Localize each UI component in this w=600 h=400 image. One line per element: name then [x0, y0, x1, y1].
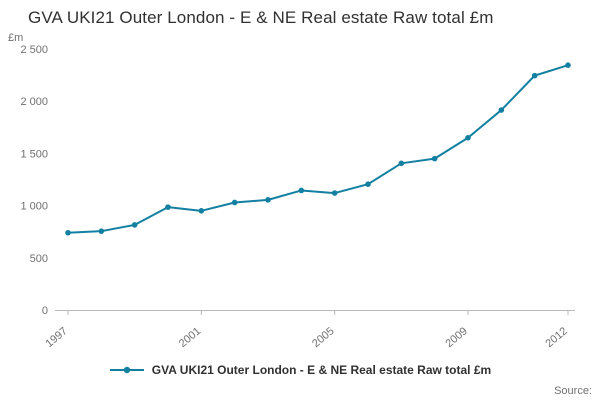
data-point-marker	[298, 187, 305, 194]
y-axis-tick-label: 2 000	[20, 96, 48, 108]
x-axis-tick-label: 2009	[443, 325, 469, 350]
data-point-marker	[398, 160, 405, 167]
data-point-marker	[98, 228, 105, 234]
data-point-marker	[198, 208, 205, 214]
data-point-marker	[131, 222, 138, 228]
y-axis-tick-label: 500	[30, 253, 48, 265]
legend-line-marker-icon	[109, 366, 144, 374]
data-point-marker	[165, 204, 171, 210]
x-axis-tick-label: 2012	[543, 325, 569, 350]
data-point-marker	[565, 62, 571, 68]
data-point-marker	[531, 72, 538, 79]
line-chart: 0 500 1 000 1 500 2 000 2 500 1997 2001 2005 2009…	[20, 44, 575, 350]
data-point-marker	[331, 190, 338, 196]
data-series-line	[67, 64, 569, 234]
chart-title: GVA UKI21 Outer London - E & NE Real est…	[28, 8, 494, 27]
data-point-marker	[231, 199, 238, 206]
y-axis-tick-label: 1 500	[20, 148, 48, 160]
data-point-marker	[498, 107, 505, 113]
data-point-marker	[465, 134, 471, 141]
data-point-marker	[365, 181, 371, 187]
data-point-marker	[431, 155, 438, 162]
data-point-marker	[265, 197, 271, 203]
x-axis-tick-label: 1997	[43, 325, 69, 350]
source-label: Source:	[554, 385, 592, 397]
y-axis-tick-label: 1 000	[20, 201, 48, 213]
data-point-marker	[65, 229, 71, 236]
legend-label: GVA UKI21 Outer London - E & NE Real est…	[151, 363, 492, 377]
x-axis-tick-label: 2005	[310, 325, 336, 350]
legend: GVA UKI21 Outer London - E & NE Real est…	[0, 363, 600, 377]
y-axis-tick-label: 2 500	[20, 44, 48, 56]
y-axis-tick-label: 0	[42, 305, 48, 317]
y-axis-unit-label: £m	[8, 32, 24, 44]
x-axis-tick-label: 2001	[177, 325, 203, 350]
